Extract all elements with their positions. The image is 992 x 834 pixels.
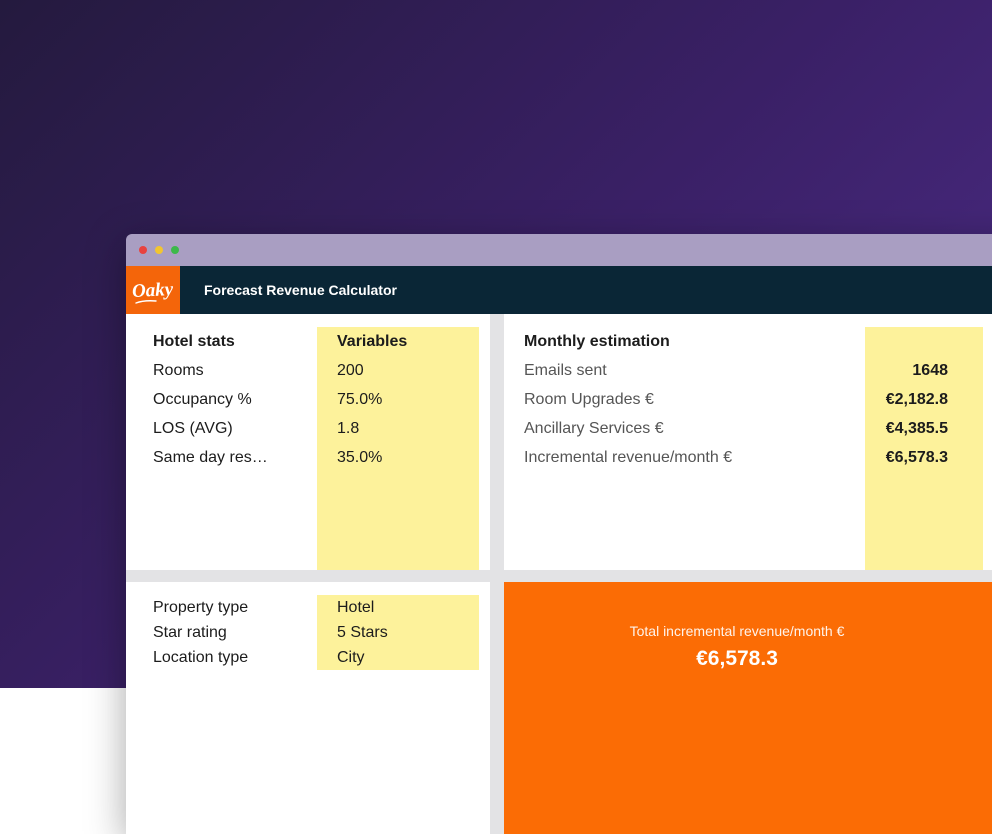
svg-text:Oaky: Oaky (132, 279, 175, 302)
